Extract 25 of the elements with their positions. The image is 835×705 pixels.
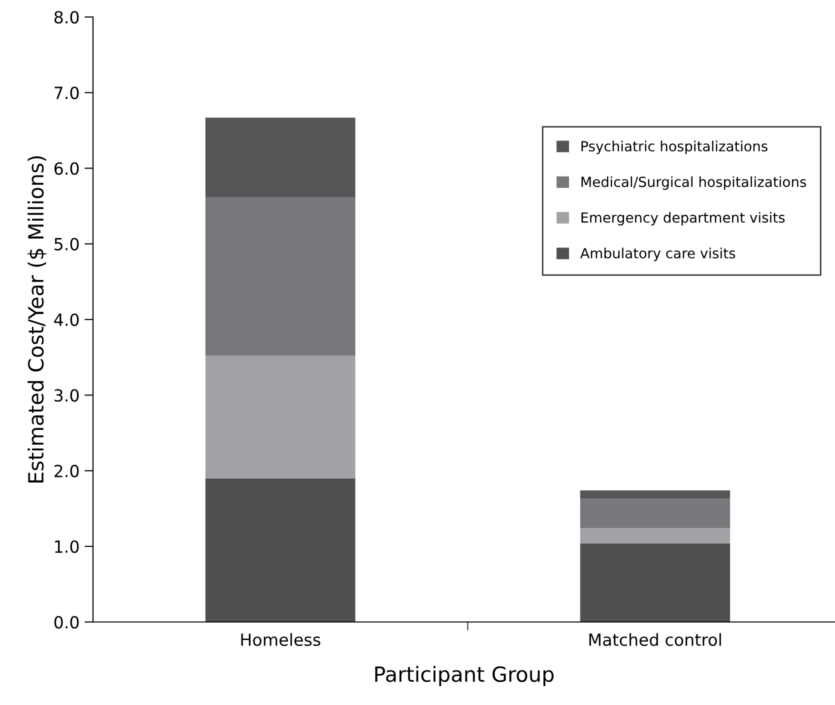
bar	[205, 118, 356, 197]
legend-label: Emergency department visits	[582, 212, 785, 226]
bar	[205, 196, 356, 356]
bar	[580, 498, 730, 528]
x-tick-label: Matched control	[589, 633, 721, 646]
y-tick-label: 7.0	[54, 86, 79, 100]
y-tick-label: 8.0	[54, 10, 79, 24]
y-tick-label: 4.0	[54, 313, 79, 326]
legend-label: Medical/Surgical hospitalizations	[582, 176, 806, 190]
bar	[205, 478, 356, 622]
y-tick-label: 5.0	[54, 238, 79, 250]
x-axis-title: Participant Group	[375, 666, 554, 686]
legend-label: Psychiatric hospitalizations	[582, 140, 768, 154]
y-tick-label: 6.0	[54, 162, 79, 175]
y-tick-label: 3.0	[54, 389, 79, 402]
x-tick-label: Homeless	[241, 633, 320, 646]
legend-label: Ambulatory care visits	[580, 248, 736, 262]
y-tick-label: 2.0	[54, 464, 79, 478]
y-tick-label: 0.0	[54, 616, 79, 629]
bar	[580, 528, 730, 544]
bar	[580, 490, 730, 499]
bar	[580, 543, 730, 622]
bar	[205, 356, 356, 478]
y-axis-title: Estimated Cost/Year ($ Millions)	[28, 156, 46, 482]
y-tick-label: 1.0	[55, 540, 79, 553]
